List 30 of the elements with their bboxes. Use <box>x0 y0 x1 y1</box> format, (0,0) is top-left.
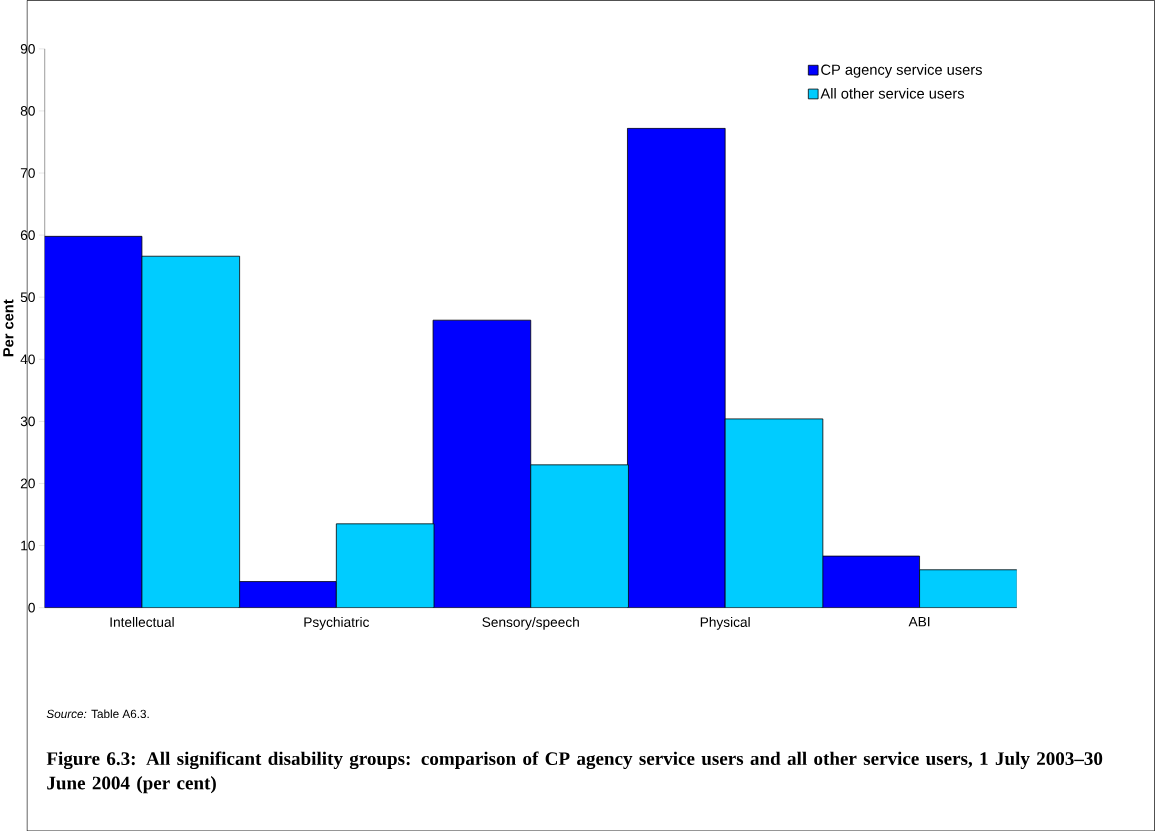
bar <box>238 581 337 608</box>
bar <box>530 464 629 608</box>
y-tick-label: 40 <box>20 354 35 364</box>
y-tick-label: 50 <box>20 292 35 302</box>
text: Figure 6.3: All significant disability groups: comparison of CP agency service users and all other service users, 1 July 2003–30 June 2004 (per cent) <box>46 751 1103 794</box>
y-axis-title: Per cent <box>3 299 14 356</box>
y-tick-label: 90 <box>20 43 35 54</box>
x-tick-label: Psychiatric <box>304 616 370 630</box>
x-tick-label: Physical <box>700 616 750 630</box>
text: Source: Table A6.3. <box>46 709 149 718</box>
y-tick-label: 10 <box>21 540 35 551</box>
bar <box>44 235 143 608</box>
x-tick-label: Sensory/speech <box>482 616 579 630</box>
bar <box>821 555 920 608</box>
x-tick-label: ABI <box>908 616 930 627</box>
bar <box>724 418 824 608</box>
y-tick-label: 70 <box>20 168 35 178</box>
bar <box>627 127 726 608</box>
x-tick-label: Intellectual <box>110 616 174 627</box>
legend-label: All other service users <box>820 87 965 99</box>
bar <box>141 255 241 608</box>
bar <box>335 523 435 608</box>
legend-label: CP agency service users <box>821 63 982 78</box>
y-tick-label: 20 <box>20 478 35 489</box>
y-tick-label: 60 <box>20 230 35 240</box>
y-tick-label: 80 <box>20 105 35 116</box>
y-tick-label: 0 <box>28 602 35 613</box>
bar <box>919 569 1017 608</box>
y-tick-label: 30 <box>20 416 35 427</box>
bar <box>432 319 532 608</box>
